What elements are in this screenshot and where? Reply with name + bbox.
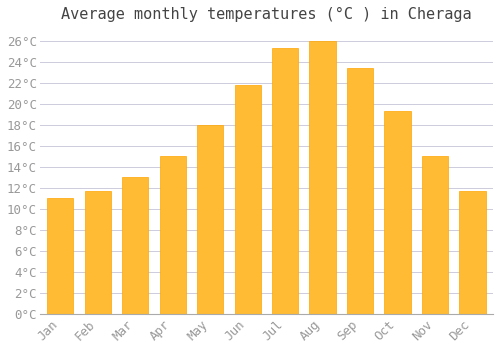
Title: Average monthly temperatures (°C ) in Cheraga: Average monthly temperatures (°C ) in Ch… bbox=[61, 7, 472, 22]
Bar bbox=[310, 41, 336, 314]
Bar bbox=[272, 48, 298, 314]
Bar bbox=[122, 177, 148, 314]
Bar bbox=[47, 198, 74, 314]
Bar bbox=[197, 125, 224, 314]
Bar bbox=[234, 85, 261, 314]
Bar bbox=[384, 111, 410, 314]
Bar bbox=[84, 191, 111, 314]
Bar bbox=[160, 156, 186, 314]
Bar bbox=[347, 68, 373, 314]
Bar bbox=[460, 191, 485, 314]
Bar bbox=[422, 156, 448, 314]
